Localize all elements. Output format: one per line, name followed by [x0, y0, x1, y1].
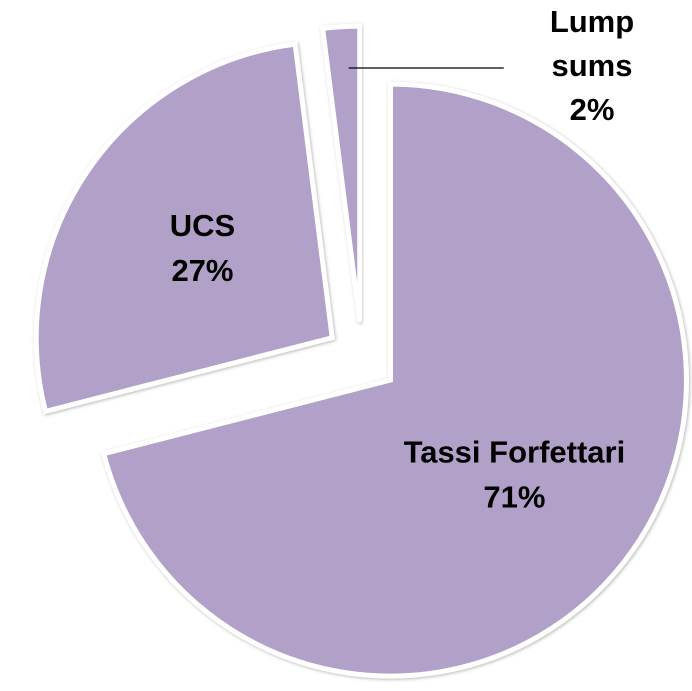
- category-label: Lump sums: [550, 4, 634, 83]
- category-label-line: sums: [552, 48, 633, 83]
- category-label: Tassi Forfettari: [404, 434, 626, 469]
- labels: Tassi Forfettari 71% UCS 27% Lump sums 2%: [170, 4, 634, 514]
- pie-slice: [100, 81, 689, 679]
- category-label: UCS: [170, 208, 235, 243]
- pie-slice: [319, 23, 363, 323]
- value-label: 71%: [483, 479, 545, 514]
- value-label: 27%: [171, 253, 233, 288]
- slices: [33, 23, 689, 679]
- category-label-line: Lump: [550, 4, 634, 39]
- pie-slice: [33, 41, 335, 415]
- value-label: 2%: [570, 92, 615, 127]
